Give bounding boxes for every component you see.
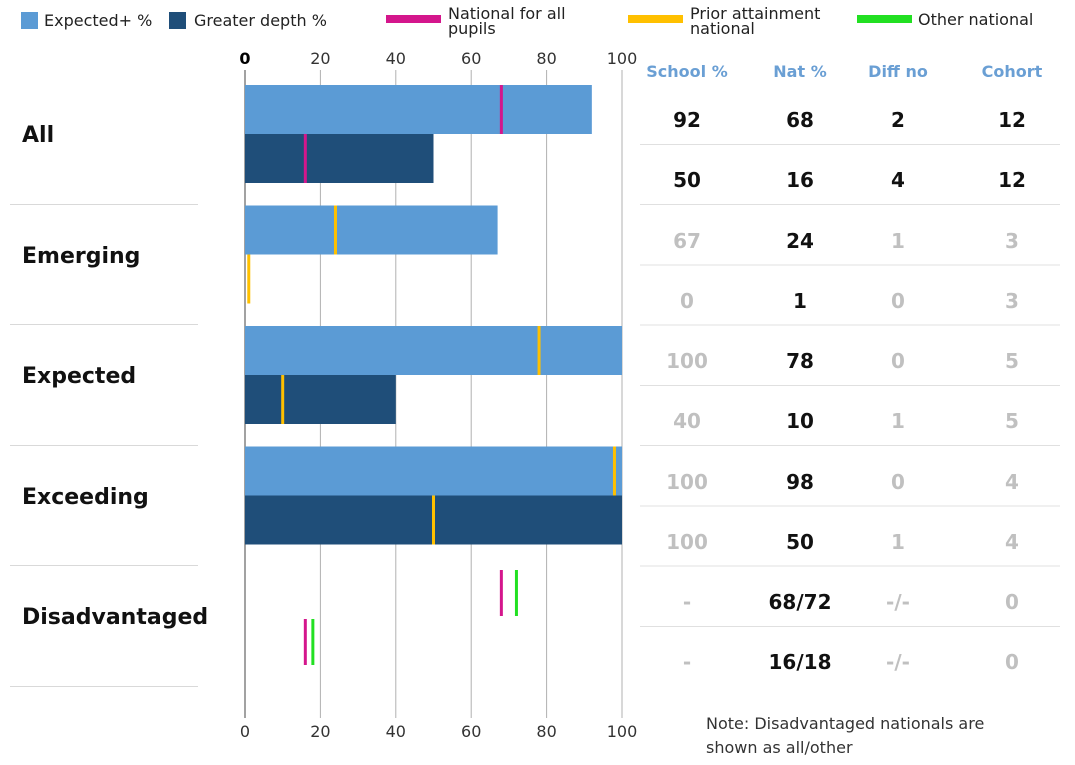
table-cell: 3 [1005,288,1019,313]
x-tick-label-top: 0 [239,49,251,68]
table-cell: 0 [891,288,905,313]
row-label: Exceeding [22,484,149,510]
table-cell: 0 [891,469,905,494]
table-cell: -/- [886,590,910,614]
legend-swatch [628,15,683,23]
x-tick-label-top: 80 [536,49,557,68]
table-cell: 100 [666,529,708,554]
legend-label: Expected+ % [44,11,153,30]
table-cell: 78 [786,349,814,373]
bar [245,85,592,134]
legend-label: Prior attainment national [690,4,821,38]
table-header: Nat % [773,62,827,81]
x-tick-label-bottom: 20 [310,722,331,741]
table-cell: 100 [666,349,708,373]
table-cell: 100 [666,469,708,494]
x-tick-label-top: 20 [310,49,331,68]
table-cell: -/- [886,650,910,674]
table-cell: 67 [673,228,701,253]
table-header: Cohort [981,62,1043,81]
row-label: Disadvantaged [22,605,209,630]
x-tick-label-bottom: 0 [239,722,251,741]
table-cell: 3 [1005,228,1019,253]
legend-swatch [169,12,186,29]
legend-swatch [21,12,38,29]
x-tick-label-bottom: 80 [536,722,557,741]
table-cell: 4 [1005,469,1019,494]
table-cell: 5 [1005,349,1019,373]
table-cell: 10 [786,409,814,433]
table-cell: 1 [891,228,905,253]
table-cell: 40 [673,409,701,433]
table-header: School % [646,62,728,81]
legend-label: Other national [918,10,1034,29]
x-tick-label-top: 100 [606,49,638,68]
legend-swatch [386,15,441,23]
x-tick-label-bottom: 100 [606,722,638,741]
table-cell: - [682,650,692,674]
table-cell: 1 [891,529,905,554]
row-label: Expected [22,364,137,389]
x-tick-label-top: 60 [461,49,482,68]
bar [245,205,498,255]
table-cell: 68/72 [768,590,832,614]
table-cell: 50 [673,168,701,192]
table-cell: 0 [891,349,905,373]
disadvantaged-note: Note: Disadvantaged nationals are shown … [706,714,985,757]
table-cell: 2 [891,108,905,132]
bar [245,446,622,496]
table-cell: 24 [786,228,814,253]
table-cell: 1 [891,409,905,433]
bar [245,134,434,183]
legend-swatch [857,15,912,23]
table-cell: 92 [673,108,701,132]
table-cell: 0 [680,288,694,313]
table-cell: 4 [1005,529,1019,554]
row-label: All [22,123,55,148]
table-header: Diff no [868,62,928,81]
legend-label: National for all pupils [448,4,566,38]
x-tick-label-bottom: 40 [385,722,406,741]
table-cell: 12 [998,108,1026,132]
table-cell: 4 [891,168,905,192]
table-cell: 50 [786,529,814,554]
legend-label: Greater depth % [194,11,327,30]
table-cell: 98 [786,469,814,494]
x-tick-label-bottom: 60 [461,722,482,741]
table-cell: 0 [1005,650,1019,674]
x-tick-label-top: 40 [385,49,406,68]
table-cell: 16 [786,168,814,192]
table-cell: - [682,590,692,614]
table-cell: 5 [1005,409,1019,433]
bar [245,375,396,424]
row-label: Emerging [22,243,141,269]
table-cell: 1 [793,288,807,313]
table-cell: 0 [1005,590,1019,614]
table-cell: 12 [998,168,1026,192]
table-cell: 68 [786,108,814,132]
table-cell: 16/18 [768,650,832,674]
bar [245,326,622,375]
